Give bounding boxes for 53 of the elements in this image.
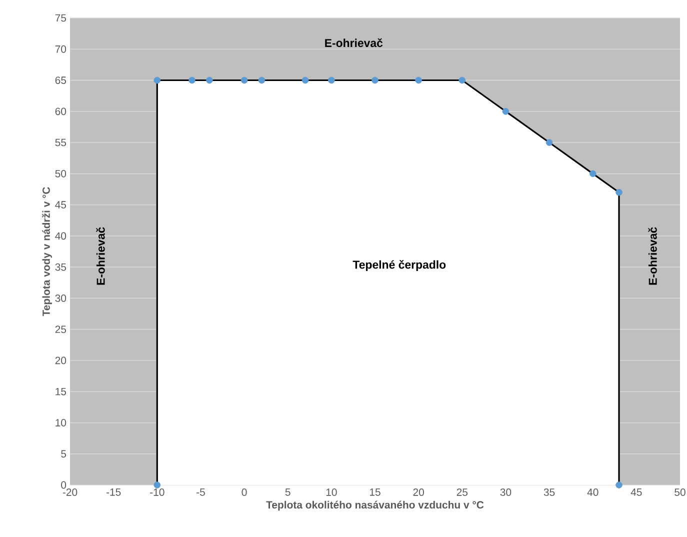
y-axis-title: Teplota vody v nádrži v °C	[42, 187, 52, 316]
point	[302, 76, 309, 84]
y-tick-label: 25	[55, 326, 66, 334]
x-tick-label: -15	[106, 488, 121, 496]
y-tick-label: 35	[55, 263, 66, 271]
x-tick-label: -10	[150, 488, 164, 496]
y-tick-label: 75	[55, 14, 66, 22]
y-tick-label: 70	[55, 45, 66, 53]
y-tick-label: 55	[55, 138, 66, 146]
annotation: E-ohrievač	[96, 227, 105, 285]
point	[240, 76, 248, 84]
point	[154, 482, 161, 488]
x-tick-label: 5	[285, 488, 290, 496]
point	[415, 76, 422, 84]
point	[372, 76, 378, 84]
x-tick-label: 30	[500, 488, 512, 496]
y-tick-label: 15	[56, 388, 66, 396]
y-tick-label: 30	[55, 294, 66, 302]
point	[616, 482, 622, 488]
point	[206, 76, 213, 84]
point	[458, 76, 466, 84]
point	[589, 170, 596, 178]
y-tick-label: 40	[55, 232, 66, 240]
x-tick-label: 0	[242, 488, 247, 496]
y-tick-label: 60	[55, 108, 66, 116]
y-tick-label: 50	[55, 170, 66, 178]
y-tick-label: 65	[55, 76, 66, 84]
y-tick-label: 0	[61, 481, 66, 489]
y-tick-label: 45	[55, 201, 66, 208]
y-tick-label: 5	[61, 450, 66, 458]
x-axis-title: Teplota okolitého nasávaného vzduchu v °C	[266, 500, 484, 511]
x-tick-label: 25	[456, 488, 468, 496]
y-tick-label: 20	[55, 356, 66, 364]
point	[546, 139, 553, 146]
x-tick-label: 10	[326, 488, 337, 496]
annotation: Tepelné čerpadlo	[352, 260, 446, 271]
annotation: E-ohrievač	[325, 38, 383, 48]
x-tick-label: 45	[630, 488, 642, 496]
annotation: E-ohrievač	[648, 227, 657, 285]
point	[154, 76, 161, 84]
point	[502, 108, 510, 115]
point	[258, 76, 266, 84]
point	[328, 76, 335, 84]
x-tick-label: -5	[196, 488, 205, 496]
x-tick-label: 40	[587, 488, 598, 496]
x-tick-label: -20	[62, 488, 78, 496]
x-tick-label: 20	[413, 488, 424, 496]
x-tick-label: 15	[370, 488, 380, 496]
point	[616, 188, 622, 196]
point	[188, 76, 196, 84]
x-tick-label: 35	[544, 488, 555, 496]
x-tick-label: 50	[674, 488, 686, 496]
y-tick-label: 10	[56, 419, 66, 426]
